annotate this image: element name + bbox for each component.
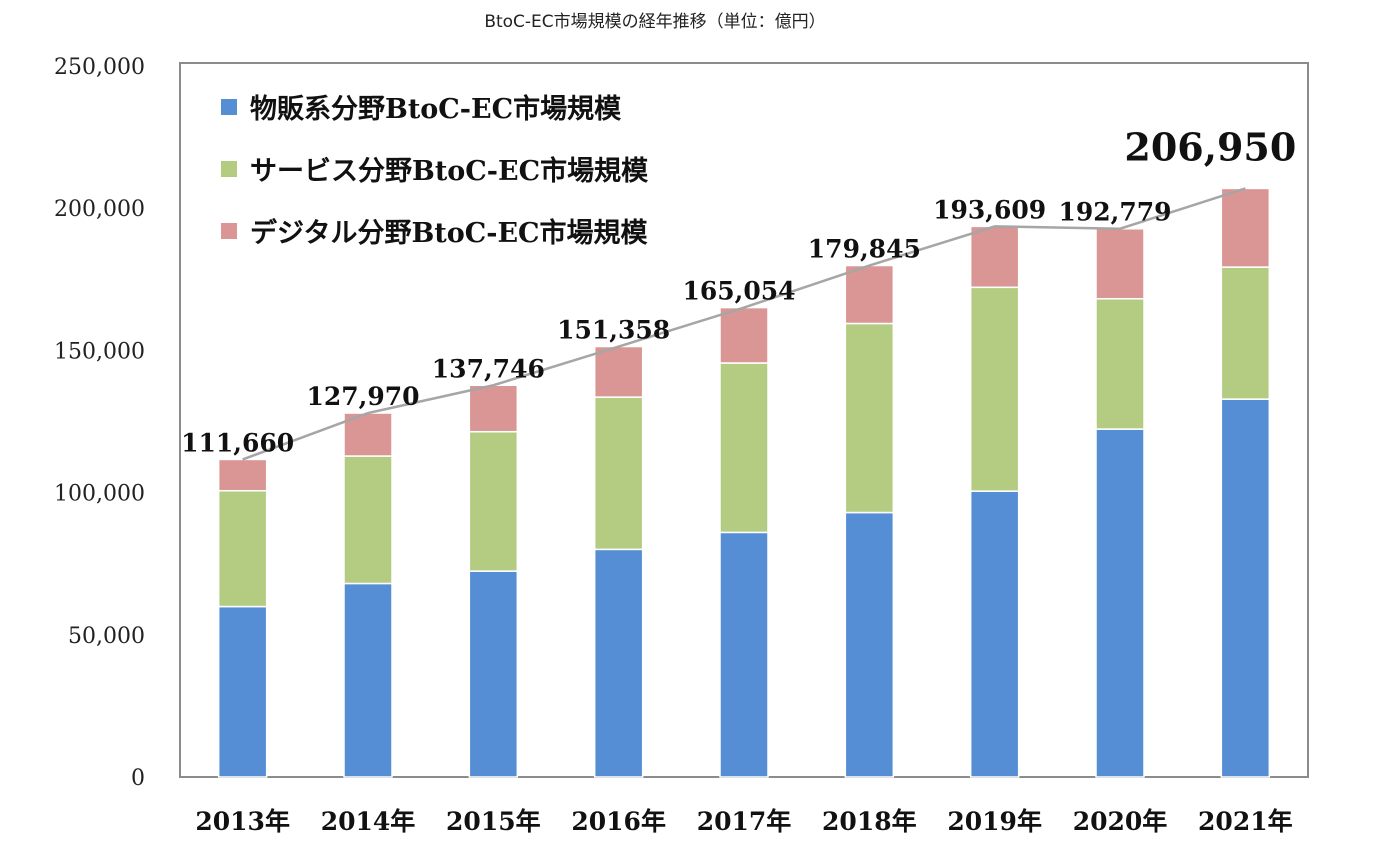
bar-segment — [969, 490, 1020, 778]
bar-segment — [343, 455, 393, 585]
bar-segment — [593, 548, 644, 778]
legend-label: サービス分野BtoC-EC市場規模 — [250, 155, 648, 187]
x-tick-label: 2014年 — [321, 807, 416, 836]
x-tick-label: 2015年 — [446, 807, 541, 836]
y-tick-label: 0 — [131, 766, 145, 791]
y-tick-label: 100,000 — [54, 482, 145, 507]
bar-segment — [217, 490, 268, 608]
legend-swatch — [221, 161, 237, 177]
bar-segment — [719, 362, 769, 534]
total-label: 179,845 — [808, 235, 921, 264]
bar-segment — [719, 531, 769, 778]
bar-segment — [593, 345, 644, 398]
y-tick-label: 150,000 — [54, 339, 145, 364]
bar-segment — [1220, 266, 1271, 400]
total-label: 193,609 — [933, 195, 1046, 224]
bar-segment — [844, 322, 895, 514]
y-tick-label: 50,000 — [68, 624, 145, 649]
legend: 物販系分野BtoC-EC市場規模サービス分野BtoC-EC市場規模デジタル分野B… — [221, 93, 648, 249]
bar-segment — [969, 225, 1020, 289]
bar-segment — [719, 306, 769, 364]
bar-segment — [844, 264, 895, 325]
y-axis: 0 50,000 100,000 150,000 200,000 250,000 — [54, 55, 145, 791]
y-tick-label: 250,000 — [54, 55, 145, 80]
x-tick-label: 2013年 — [195, 807, 290, 836]
total-line — [242, 187, 1246, 461]
total-labels: 111,660 127,970 137,746 151,358 165,054 179,8… — [181, 124, 1296, 457]
x-tick-label: 2018年 — [822, 807, 917, 836]
total-label: 127,970 — [306, 382, 419, 411]
legend-swatch — [221, 223, 237, 239]
bar-segment — [969, 286, 1020, 492]
bar-segment — [468, 430, 519, 572]
total-label: 165,054 — [682, 277, 795, 306]
bar-segment — [1220, 398, 1271, 778]
x-tick-label: 2020年 — [1073, 807, 1168, 836]
legend-label: デジタル分野BtoC-EC市場規模 — [250, 217, 648, 249]
bar-segment — [1095, 428, 1145, 778]
legend-swatch — [221, 99, 237, 115]
bar-segment — [217, 605, 268, 778]
bar-segment — [468, 570, 519, 778]
bar-segment — [1095, 297, 1145, 430]
x-tick-label: 2019年 — [947, 807, 1042, 836]
total-label: 111,660 — [181, 428, 294, 457]
x-axis: 2013年 2014年 2015年 2016年 2017年 2018年 2019年 2020年… — [195, 807, 1292, 836]
total-label: 151,358 — [557, 316, 670, 345]
chart-title: BtoC-EC市場規模の経年推移（単位：億円） — [484, 12, 825, 32]
bar-segment — [1095, 227, 1145, 300]
total-label: 206,950 — [1124, 124, 1296, 169]
x-tick-label: 2017年 — [697, 807, 792, 836]
bar-segment — [468, 384, 519, 433]
bar-segment — [343, 582, 393, 778]
x-tick-label: 2021年 — [1198, 807, 1293, 836]
total-label: 137,746 — [432, 354, 545, 383]
bars — [217, 187, 1271, 778]
bar-segment — [217, 458, 268, 492]
y-tick-label: 200,000 — [54, 197, 145, 222]
bar-segment — [1220, 187, 1271, 268]
total-line-path — [242, 187, 1246, 461]
bar-segment — [844, 511, 895, 778]
legend-label: 物販系分野BtoC-EC市場規模 — [250, 93, 621, 125]
total-label: 192,779 — [1058, 198, 1171, 227]
x-tick-label: 2016年 — [571, 807, 666, 836]
bar-segment — [593, 396, 644, 551]
